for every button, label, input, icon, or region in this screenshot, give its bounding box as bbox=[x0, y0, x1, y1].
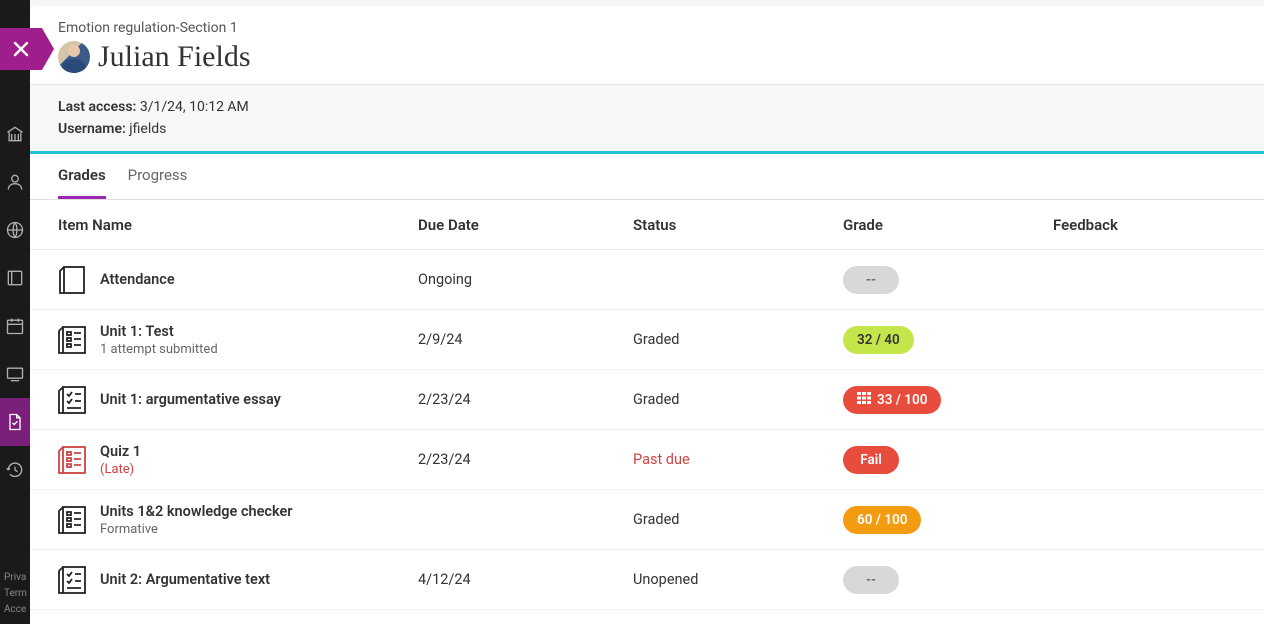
item-title: Unit 1: argumentative essay bbox=[100, 391, 281, 408]
grade-cell: -- bbox=[843, 566, 1053, 594]
due-date-cell: Ongoing bbox=[418, 271, 633, 288]
table-row[interactable]: Quiz 1 (Late) 2/23/24Past due Fail bbox=[30, 430, 1264, 490]
last-access-label: Last access: bbox=[58, 99, 136, 115]
table-row[interactable]: Unit 2: Argumentative text 4/12/24Unopene… bbox=[30, 550, 1264, 610]
item-subtitle: (Late) bbox=[100, 462, 141, 477]
grade-text: 32 / 40 bbox=[857, 332, 900, 348]
grade-cell: 60 / 100 bbox=[843, 506, 1053, 534]
item-title: Quiz 1 bbox=[100, 443, 141, 460]
quiz-icon bbox=[58, 443, 88, 477]
rubric-icon bbox=[857, 392, 871, 408]
grade-cell: -- bbox=[843, 266, 1053, 294]
student-tabs: Grades Progress bbox=[30, 154, 1264, 200]
panel-header: Emotion regulation-Section 1 Julian Fiel… bbox=[30, 6, 1264, 84]
main-panel: Emotion regulation-Section 1 Julian Fiel… bbox=[30, 6, 1264, 624]
close-panel-button[interactable] bbox=[0, 28, 42, 70]
last-access-value: 3/1/24, 10:12 AM bbox=[140, 99, 249, 115]
item-title: Units 1&2 knowledge checker bbox=[100, 503, 293, 520]
item-title: Unit 1: Test bbox=[100, 323, 218, 340]
student-info-bar: Last access: 3/1/24, 10:12 AM Username: … bbox=[30, 84, 1264, 154]
essay-icon bbox=[58, 563, 88, 597]
footer-terms[interactable]: Term bbox=[4, 586, 27, 602]
due-date-cell: 2/9/24 bbox=[418, 331, 633, 348]
grade-pill[interactable]: -- bbox=[843, 266, 899, 294]
item-title: Unit 2: Argumentative text bbox=[100, 571, 270, 588]
tab-grades[interactable]: Grades bbox=[58, 154, 106, 199]
courses-icon[interactable] bbox=[0, 254, 30, 302]
table-row[interactable]: Attendance Ongoing -- bbox=[30, 250, 1264, 310]
status-cell: Graded bbox=[633, 331, 843, 348]
grade-pill[interactable]: 33 / 100 bbox=[843, 386, 941, 414]
grade-cell: Fail bbox=[843, 446, 1053, 474]
footer-privacy[interactable]: Priva bbox=[4, 570, 27, 586]
col-grade: Grade bbox=[843, 216, 1053, 234]
profile-icon[interactable] bbox=[0, 158, 30, 206]
table-row[interactable]: Unit 1: Test 1 attempt submitted 2/9/24Gra… bbox=[30, 310, 1264, 370]
close-icon bbox=[12, 40, 30, 58]
test-icon bbox=[58, 503, 88, 537]
calendar-icon[interactable] bbox=[0, 302, 30, 350]
student-avatar bbox=[58, 41, 90, 73]
essay-icon bbox=[58, 383, 88, 417]
grade-pill[interactable]: Fail bbox=[843, 446, 899, 474]
item-subtitle: 1 attempt submitted bbox=[100, 342, 218, 357]
grades-table: Item Name Due Date Status Grade Feedback… bbox=[30, 200, 1264, 624]
grade-text: -- bbox=[866, 272, 876, 288]
status-cell: Past due bbox=[633, 451, 843, 468]
username-label: Username: bbox=[58, 121, 126, 137]
col-status: Status bbox=[633, 216, 843, 234]
grade-pill[interactable]: 32 / 40 bbox=[843, 326, 914, 354]
sidebar-footer-links: Priva Term Acce bbox=[4, 570, 27, 618]
col-feedback: Feedback bbox=[1053, 216, 1236, 234]
due-date-cell: 2/23/24 bbox=[418, 451, 633, 468]
grade-cell: 32 / 40 bbox=[843, 326, 1053, 354]
grade-text: -- bbox=[866, 572, 876, 588]
due-date-cell: 2/23/24 bbox=[418, 391, 633, 408]
table-row[interactable]: Units 1&2 knowledge checker Formative Grad… bbox=[30, 490, 1264, 550]
messages-icon[interactable] bbox=[0, 350, 30, 398]
history-icon[interactable] bbox=[0, 446, 30, 494]
grade-pill[interactable]: -- bbox=[843, 566, 899, 594]
status-cell: Graded bbox=[633, 511, 843, 528]
grade-text: 33 / 100 bbox=[877, 392, 927, 408]
grade-text: 60 / 100 bbox=[857, 512, 907, 528]
status-cell: Unopened bbox=[633, 571, 843, 588]
grades-nav-icon[interactable] bbox=[0, 398, 30, 446]
item-subtitle: Formative bbox=[100, 522, 293, 537]
grade-text: Fail bbox=[860, 452, 881, 468]
breadcrumb: Emotion regulation-Section 1 bbox=[58, 20, 1236, 36]
due-date-cell: 4/12/24 bbox=[418, 571, 633, 588]
grade-cell: 33 / 100 bbox=[843, 386, 1053, 414]
col-due-date: Due Date bbox=[418, 216, 633, 234]
footer-accessibility[interactable]: Acce bbox=[4, 602, 27, 618]
attendance-icon bbox=[58, 263, 88, 297]
tab-progress[interactable]: Progress bbox=[128, 154, 188, 199]
table-header: Item Name Due Date Status Grade Feedback bbox=[30, 200, 1264, 250]
test-icon bbox=[58, 323, 88, 357]
item-title: Attendance bbox=[100, 271, 175, 288]
status-cell: Graded bbox=[633, 391, 843, 408]
col-item-name: Item Name bbox=[58, 216, 418, 234]
globe-icon[interactable] bbox=[0, 206, 30, 254]
username-value: jfields bbox=[129, 121, 166, 137]
table-row[interactable]: Unit 1: argumentative essay 2/23/24Graded… bbox=[30, 370, 1264, 430]
student-name: Julian Fields bbox=[98, 40, 251, 74]
left-sidebar: Priva Term Acce bbox=[0, 0, 30, 624]
institution-icon[interactable] bbox=[0, 110, 30, 158]
grade-pill[interactable]: 60 / 100 bbox=[843, 506, 921, 534]
